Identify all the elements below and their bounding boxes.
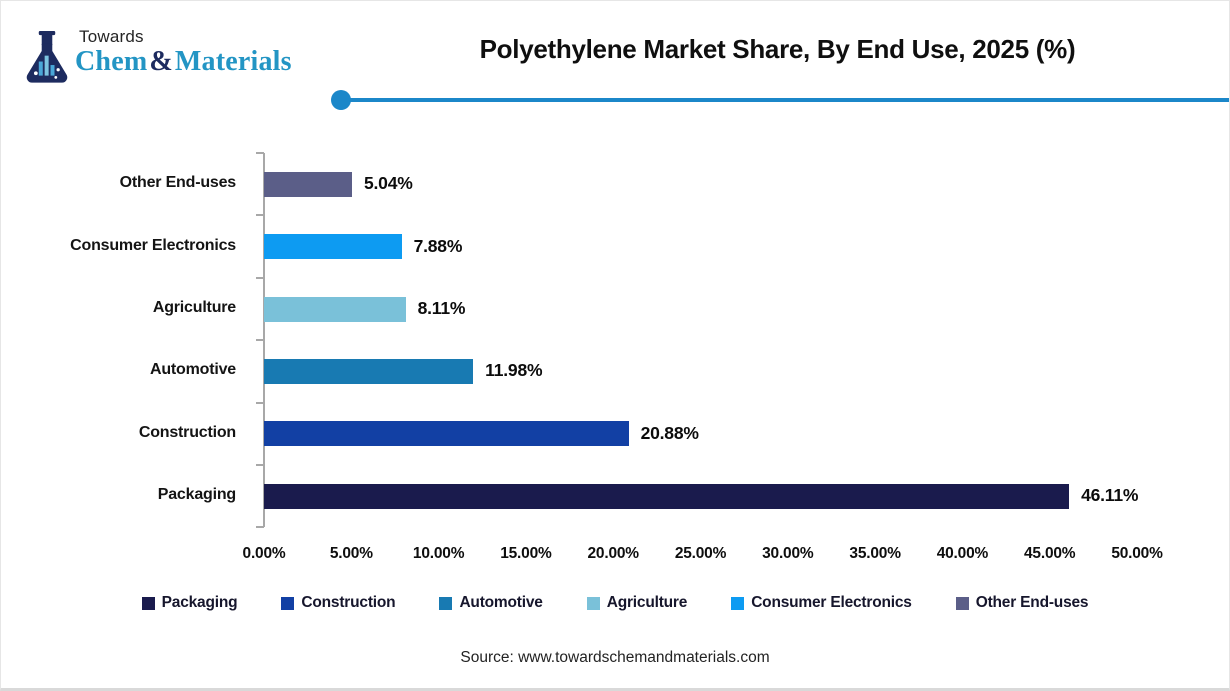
x-axis-tick-label: 35.00% (849, 545, 901, 562)
category-label: Consumer Electronics (70, 236, 236, 254)
y-axis-tick (256, 152, 264, 154)
legend-swatch-icon (586, 596, 600, 610)
legend-swatch-icon (439, 596, 453, 610)
legend-swatch-icon (281, 596, 295, 610)
legend-swatch-icon (141, 596, 155, 610)
legend-label: Consumer Electronics (751, 594, 912, 611)
category-label: Automotive (149, 361, 236, 379)
x-axis-tick-label: 40.00% (936, 545, 989, 562)
legend-label: Automotive (459, 594, 543, 611)
bar-value-label: 11.98% (485, 360, 543, 381)
chart-legend: Packaging Construction Automotive Agricultu… (1, 594, 1229, 612)
y-axis-line (263, 153, 265, 528)
y-axis-tick (256, 276, 264, 279)
legend-label: Construction (301, 594, 396, 611)
legend-swatch-icon (731, 596, 745, 610)
chart-title: Polyethylene Market Share, By End Use, 2… (479, 34, 1076, 64)
legend-item-consumer-electronics: Consumer Electronics (731, 594, 912, 612)
brand-towards: Towards (79, 27, 144, 46)
y-axis-tick (256, 339, 264, 342)
legend-item-agriculture: Agriculture (586, 594, 688, 612)
source-text: Source: www.towardschemandmaterials.com (460, 649, 770, 666)
x-axis-tick-label: 0.00% (242, 545, 286, 562)
legend-label: Other End-uses (975, 594, 1089, 611)
x-axis-tick-label: 50.00% (1111, 545, 1163, 562)
x-axis-tick-label: 20.00% (587, 545, 640, 562)
x-axis-tick-label: 45.00% (1024, 545, 1076, 562)
y-axis-tick (256, 464, 264, 466)
x-axis-tick-label: 5.00% (329, 545, 373, 562)
category-label: Other End-uses (119, 174, 237, 192)
flask-icon (26, 31, 68, 83)
category-label: Agriculture (152, 299, 236, 316)
bar-value-label: 7.88% (413, 235, 463, 256)
bar-consumer-electronics (264, 234, 402, 260)
bar-agriculture (264, 296, 406, 322)
y-axis-tick (256, 526, 264, 529)
category-label: Construction (138, 423, 236, 441)
legend-label: Agriculture (606, 594, 688, 611)
brand-logo: Towards Chem&Materials (23, 27, 292, 85)
legend-label: Packaging (161, 594, 238, 611)
x-axis-tick-label: 30.00% (762, 545, 814, 562)
x-axis-tick-label: 15.00% (500, 545, 552, 562)
brand-text: Towards Chem&Materials (75, 27, 292, 77)
y-axis-tick (256, 401, 264, 404)
brand-name: Chem&Materials (75, 47, 292, 77)
accent-divider-line (341, 98, 1229, 102)
brand-materials: Materials (174, 46, 292, 77)
legend-item-packaging: Packaging (141, 594, 238, 612)
bar-automotive (264, 358, 474, 384)
legend-item-other-end-uses: Other End-uses (955, 594, 1089, 612)
brand-chem: Chem (75, 46, 148, 77)
x-axis-tick-label: 25.00% (674, 545, 727, 562)
bar-value-label: 5.04% (363, 173, 413, 194)
category-label: Packaging (157, 486, 236, 504)
y-axis-tick (256, 214, 264, 217)
bar-construction (264, 421, 629, 447)
legend-item-construction: Construction (281, 594, 396, 612)
x-axis-tick-label: 10.00% (412, 545, 465, 562)
bar-value-label: 46.11% (1081, 485, 1139, 506)
brand-ampersand: & (149, 46, 173, 77)
legend-item-automotive: Automotive (439, 594, 543, 612)
legend-swatch-icon (955, 596, 969, 610)
bar-value-label: 8.11% (417, 298, 466, 318)
bar-other-end-uses (264, 171, 352, 197)
bar-packaging (264, 483, 1070, 509)
bar-value-label: 20.88% (640, 422, 699, 443)
